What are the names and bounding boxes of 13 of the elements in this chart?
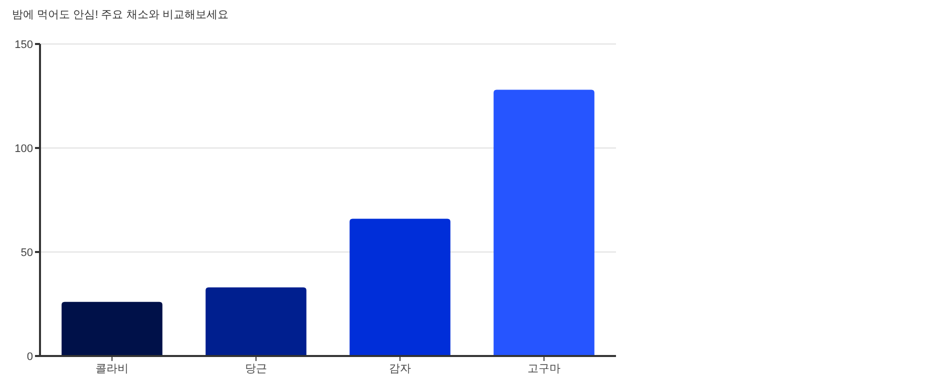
chart-title: 밤에 먹어도 안심! 주요 채소와 비교해보세요 xyxy=(12,9,228,21)
y-tick-label: 50 xyxy=(20,247,33,259)
x-tick-label: 콜라비 xyxy=(96,363,128,375)
y-tick-label: 150 xyxy=(14,39,33,51)
x-tick-label: 고구마 xyxy=(528,363,560,375)
x-tick-label: 감자 xyxy=(389,363,411,375)
y-tick-label: 100 xyxy=(14,143,33,155)
bar xyxy=(206,287,306,356)
x-tick-label: 당근 xyxy=(245,363,267,375)
bar xyxy=(350,218,450,356)
y-tick-label: 0 xyxy=(26,351,33,363)
bar xyxy=(62,302,162,356)
bar xyxy=(494,90,594,356)
